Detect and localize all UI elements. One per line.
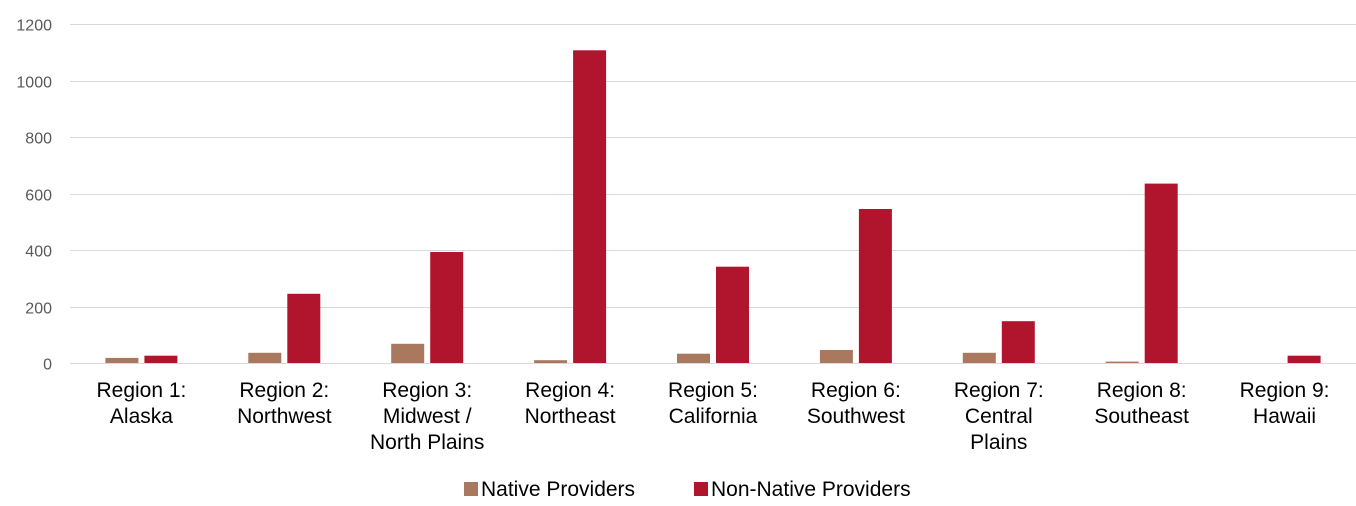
x-category-label: Region 2: Northwest [237,379,332,428]
non-native-providers-bar [430,252,464,363]
y-tick-label: 600 [25,188,52,205]
x-category-label-line: Central [965,405,1033,428]
native-providers-bar [534,360,568,363]
x-category-label-line: Southeast [1094,405,1189,428]
non-native-providers-bar [287,293,321,363]
x-category-label: Region 9: Hawaii [1240,379,1330,428]
x-category-label-line: Hawaii [1253,405,1316,428]
x-category-label-line: California [669,405,758,428]
x-category-label: Region 8: Southeast [1094,379,1189,428]
non-native-providers-bar [1287,355,1321,363]
y-tick-label: 1200 [16,18,52,35]
legend-label: Native Providers [481,478,635,501]
non-native-providers-bar [573,50,607,364]
native-providers-bar [819,350,853,363]
legend: Native Providers Non-Native Providers [464,478,911,501]
gridlines [70,24,1356,364]
x-category-label-line: Southwest [807,405,905,428]
native-providers-bar [391,343,425,363]
native-providers-bar [1105,361,1139,363]
x-category-label-line: Northwest [237,405,332,428]
native-providers-bar [248,352,282,363]
native-providers-bar [677,353,710,363]
x-category-label: Region 6: Southwest [807,379,905,428]
x-category-label: Region 4: Northeast [525,379,616,428]
x-category-label-line: Northeast [525,405,616,428]
y-tick-label: 800 [25,131,52,148]
y-axis-tick-labels: 0 200 400 600 800 1000 1200 [16,18,52,374]
y-tick-label: 200 [25,301,52,318]
legend-swatch [694,482,708,496]
x-category-label: Region 1: Alaska [96,379,186,428]
y-tick-label: 0 [43,357,52,374]
x-category-label-line: Region 7: [954,379,1044,402]
x-category-label: Region 7: Central Plains [954,379,1044,454]
x-category-label-line: Region 2: [239,379,329,402]
x-category-label: Region 5: California [668,379,758,428]
x-category-label-line: Region 8: [1097,379,1187,402]
non-native-providers-bar [1144,183,1178,363]
y-tick-label: 1000 [16,75,52,92]
x-category-label-line: Region 4: [525,379,615,402]
non-native-providers-bar [1001,321,1035,363]
legend-label: Non-Native Providers [711,478,911,501]
non-native-providers-bar [716,266,749,363]
native-providers-bar [962,352,996,363]
x-category-label-line: Region 9: [1240,379,1330,402]
x-category-label-line: Plains [970,431,1027,454]
x-category-label-line: North Plains [370,431,484,454]
y-tick-label: 400 [25,244,52,261]
native-providers-bar [105,357,139,363]
x-category-label-line: Midwest / [383,405,472,428]
x-category-label-line: Region 6: [811,379,901,402]
x-category-label: Region 3: Midwest / North Plains [370,379,484,454]
non-native-providers-bar [858,209,892,363]
x-category-label-line: Region 5: [668,379,758,402]
x-category-label-line: Alaska [110,405,173,428]
x-category-label-line: Region 3: [382,379,472,402]
bars [105,50,1321,364]
x-category-label-line: Region 1: [96,379,186,402]
non-native-providers-bar [144,355,178,363]
legend-swatch [464,482,478,496]
